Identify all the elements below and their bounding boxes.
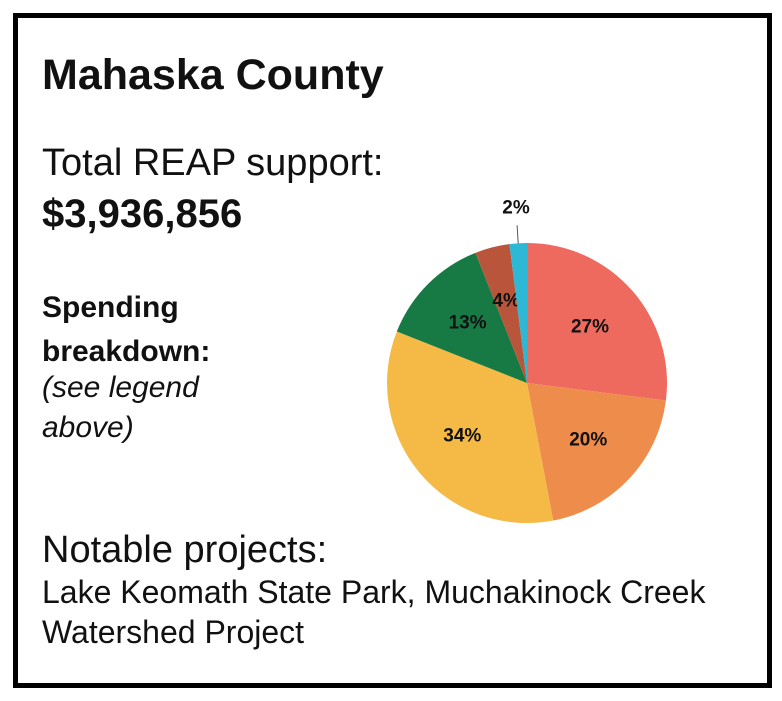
data-label: 20%: [569, 430, 607, 451]
leader-line: [516, 225, 519, 244]
data-label: 13%: [449, 313, 487, 334]
breakdown-note: (see legend above): [42, 371, 199, 444]
data-label: 4%: [492, 291, 520, 312]
title: Mahaska County: [42, 51, 384, 99]
total-label: Total REAP support:: [42, 142, 384, 184]
data-label: 2%: [502, 197, 530, 218]
frame: [13, 13, 772, 688]
pie-slice: [527, 383, 666, 521]
pie-slice: [509, 243, 527, 383]
pie-slice: [475, 244, 527, 383]
total-value: $3,936,856: [42, 192, 243, 236]
pie-slice: [396, 252, 527, 383]
data-label: 27%: [571, 316, 609, 337]
pie-slice: [527, 243, 667, 401]
projects: Lake Keomath State Park, Muchakinock Cre…: [42, 574, 706, 650]
pie-slice: [387, 331, 554, 523]
projects-label: Notable projects:: [42, 529, 328, 571]
data-label: 34%: [443, 426, 481, 447]
breakdown-label: Spending breakdown:: [42, 291, 211, 368]
